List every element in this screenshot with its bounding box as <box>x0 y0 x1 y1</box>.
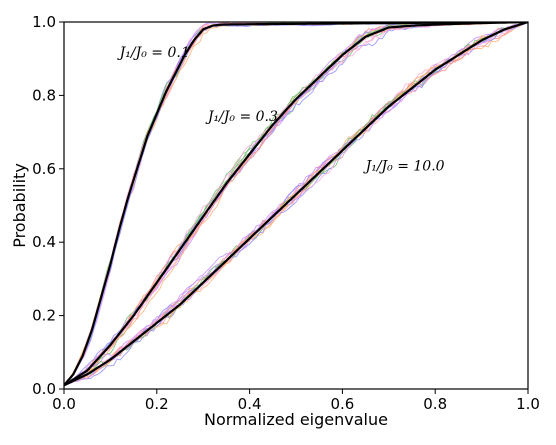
y-tick-label: 0.4 <box>32 233 56 251</box>
x-tick-label: 0.6 <box>330 395 354 413</box>
series-annotation-1: J₁/J₀ = 0.3 <box>205 109 278 125</box>
y-axis-label: Probability <box>10 163 29 248</box>
annotations: J₁/J₀ = 0.1 J₁/J₀ = 0.3 J₁/J₀ = 10.0 <box>117 45 445 175</box>
y-tick-label: 1.0 <box>32 13 56 31</box>
y-tick-label: 0.6 <box>32 160 56 178</box>
x-tick-label: 0.2 <box>145 395 169 413</box>
x-tick-label: 0.8 <box>423 395 447 413</box>
x-tick-label: 0.0 <box>52 395 76 413</box>
sample-curve-2-8 <box>64 22 528 386</box>
series-line-2 <box>64 22 528 387</box>
axes: 0.0 0.2 0.4 0.6 0.8 1.0 0.0 0.2 0.4 0.6 0.8 1.0 <box>32 13 540 413</box>
sample-curve-2-6 <box>64 22 528 386</box>
y-tick-label: 0.8 <box>32 86 56 104</box>
x-tick-label: 1.0 <box>516 395 540 413</box>
y-tick-label: 0.2 <box>32 307 56 325</box>
series-annotation-0: J₁/J₀ = 0.1 <box>117 45 190 61</box>
axes-frame <box>63 21 529 390</box>
x-tick-label: 0.4 <box>238 395 262 413</box>
x-axis-label: Normalized eigenvalue <box>204 410 388 429</box>
series-line-1 <box>64 22 528 387</box>
y-tick-label: 0.0 <box>32 380 56 398</box>
series-annotation-2: J₁/J₀ = 10.0 <box>363 159 445 175</box>
